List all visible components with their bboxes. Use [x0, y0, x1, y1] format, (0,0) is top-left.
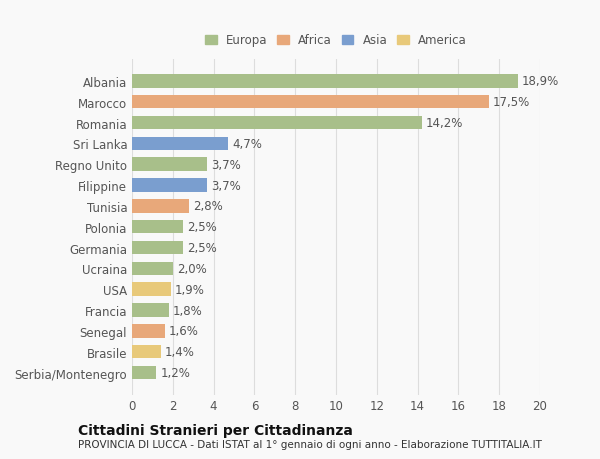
Text: 2,0%: 2,0% — [177, 262, 206, 275]
Bar — [132, 303, 169, 317]
Text: PROVINCIA DI LUCCA - Dati ISTAT al 1° gennaio di ogni anno - Elaborazione TUTTIT: PROVINCIA DI LUCCA - Dati ISTAT al 1° ge… — [78, 439, 542, 449]
Legend: Europa, Africa, Asia, America: Europa, Africa, Asia, America — [203, 32, 469, 50]
Text: 1,2%: 1,2% — [161, 366, 190, 379]
Text: 3,7%: 3,7% — [212, 179, 241, 192]
Bar — [132, 75, 518, 89]
Bar — [132, 95, 489, 109]
Text: 2,8%: 2,8% — [193, 200, 223, 213]
Bar — [132, 137, 228, 151]
Text: 1,6%: 1,6% — [169, 325, 199, 338]
Text: 1,9%: 1,9% — [175, 283, 205, 296]
Bar — [132, 366, 157, 380]
Text: 2,5%: 2,5% — [187, 221, 217, 234]
Text: 1,4%: 1,4% — [164, 346, 194, 358]
Bar — [132, 283, 171, 297]
Text: 2,5%: 2,5% — [187, 241, 217, 254]
Text: Cittadini Stranieri per Cittadinanza: Cittadini Stranieri per Cittadinanza — [78, 423, 353, 437]
Bar — [132, 262, 173, 275]
Bar — [132, 117, 422, 130]
Bar — [132, 158, 208, 172]
Text: 14,2%: 14,2% — [426, 117, 463, 130]
Bar — [132, 345, 161, 359]
Bar — [132, 200, 189, 213]
Text: 1,8%: 1,8% — [173, 304, 203, 317]
Bar — [132, 220, 183, 234]
Bar — [132, 179, 208, 192]
Text: 4,7%: 4,7% — [232, 138, 262, 151]
Text: 3,7%: 3,7% — [212, 158, 241, 171]
Text: 17,5%: 17,5% — [493, 96, 530, 109]
Bar — [132, 325, 164, 338]
Text: 18,9%: 18,9% — [521, 75, 559, 88]
Bar — [132, 241, 183, 255]
